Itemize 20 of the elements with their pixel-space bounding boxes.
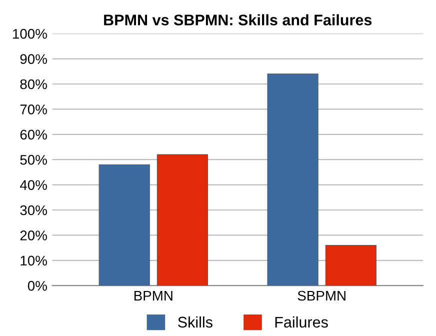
bar [267, 74, 318, 286]
y-tick-label: 40% [20, 180, 47, 190]
y-tick-label: 90% [20, 54, 47, 64]
chart-title: BPMN vs SBPMN: Skills and Failures [104, 14, 372, 26]
x-tick-label: BPMN [134, 290, 172, 301]
legend-label: Failures [275, 316, 328, 328]
y-tick-label: 10% [20, 256, 47, 266]
y-tick-label: 50% [20, 154, 47, 165]
legend-label: Skills [178, 316, 212, 328]
bar [98, 164, 150, 286]
bar [325, 245, 376, 286]
y-tick-label: 60% [20, 130, 47, 140]
bar [156, 154, 208, 286]
y-tick-label: 100% [12, 28, 47, 39]
y-tick-label: 30% [20, 205, 47, 216]
y-tick-label: 80% [20, 79, 47, 90]
y-tick-label: 20% [20, 230, 47, 240]
x-tick-label: SBPMN [298, 290, 346, 301]
y-tick-label: 0% [28, 280, 47, 291]
y-tick-label: 70% [20, 104, 47, 114]
